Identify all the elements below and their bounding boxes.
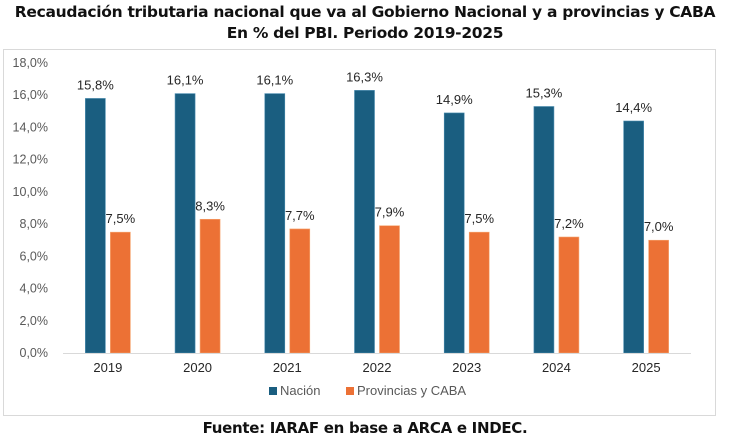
y-tick-label: 6,0% xyxy=(20,249,49,263)
data-label-nacion: 15,3% xyxy=(525,86,562,101)
y-tick-label: 8,0% xyxy=(20,217,49,231)
data-label-nacion: 16,1% xyxy=(256,73,293,88)
bar-provincias xyxy=(379,225,400,354)
x-tick-label: 2020 xyxy=(183,360,212,375)
bar-provincias xyxy=(199,218,221,354)
data-label-provincias: 7,5% xyxy=(464,211,494,226)
bar-provincias xyxy=(468,231,490,354)
x-tick-label: 2019 xyxy=(93,360,122,375)
bar-nacion xyxy=(623,120,644,354)
bar-chart: 0,0% 2,0% 4,0% 6,0% 8,0% 10,0% 12,0% 14,0% 16,0%… xyxy=(13,56,691,398)
y-tick-label: 0,0% xyxy=(20,346,49,360)
x-tick-label: 2021 xyxy=(273,360,302,375)
source-note: Fuente: IARAF en base a ARCA e INDEC. xyxy=(202,419,528,437)
x-tick-label: 2023 xyxy=(452,360,481,375)
bars xyxy=(85,90,669,354)
y-tick-label: 12,0% xyxy=(13,153,48,167)
data-label-provincias: 7,5% xyxy=(106,211,136,226)
x-axis: 2019 2020 2021 2022 2023 2024 2025 xyxy=(93,360,660,375)
data-labels: 15,8% 7,5% 16,1% 8,3% 16,1% 7,7% 16,3% 7,9% 14,9… xyxy=(77,69,674,234)
x-tick-label: 2022 xyxy=(363,360,392,375)
bar-nacion xyxy=(443,112,465,354)
bar-nacion xyxy=(174,93,196,354)
bar-nacion xyxy=(264,93,286,354)
chart-title: Recaudación tributaria nacional que va a… xyxy=(14,3,716,21)
y-tick-label: 4,0% xyxy=(20,282,49,296)
bar-nacion xyxy=(533,106,555,354)
y-tick-label: 10,0% xyxy=(13,185,48,199)
chart-area: 0,0% 2,0% 4,0% 6,0% 8,0% 10,0% 12,0% 14,0% 16,0%… xyxy=(3,49,716,416)
legend-swatch-nacion xyxy=(269,387,277,395)
data-label-nacion: 16,3% xyxy=(346,69,383,84)
y-tick-label: 16,0% xyxy=(13,88,48,102)
data-label-nacion: 15,8% xyxy=(77,77,114,92)
data-label-nacion: 14,4% xyxy=(615,100,652,115)
legend-label-provincias: Provincias y CABA xyxy=(357,383,466,398)
bar-provincias xyxy=(110,231,131,354)
chart-subtitle: En % del PBI. Periodo 2019-2025 xyxy=(226,24,504,42)
bar-provincias xyxy=(648,239,669,354)
data-label-nacion: 16,1% xyxy=(167,73,204,88)
bar-nacion xyxy=(354,90,375,354)
legend-label-nacion: Nación xyxy=(280,383,320,398)
y-tick-label: 18,0% xyxy=(13,56,48,70)
bar-provincias xyxy=(558,236,580,354)
legend: Nación Provincias y CABA xyxy=(269,383,466,398)
bar-nacion xyxy=(85,98,106,354)
data-label-provincias: 7,2% xyxy=(554,216,584,231)
data-label-provincias: 7,7% xyxy=(285,208,315,223)
data-label-provincias: 7,9% xyxy=(375,205,405,220)
data-label-provincias: 7,0% xyxy=(644,219,674,234)
legend-swatch-provincias xyxy=(346,387,354,395)
x-tick-label: 2024 xyxy=(542,360,571,375)
y-axis: 0,0% 2,0% 4,0% 6,0% 8,0% 10,0% 12,0% 14,0% 16,0%… xyxy=(13,56,48,360)
y-tick-label: 2,0% xyxy=(20,314,49,328)
x-tick-label: 2025 xyxy=(632,360,661,375)
bar-provincias xyxy=(289,228,311,354)
data-label-provincias: 8,3% xyxy=(195,198,225,213)
y-tick-label: 14,0% xyxy=(13,120,48,134)
data-label-nacion: 14,9% xyxy=(436,92,473,107)
